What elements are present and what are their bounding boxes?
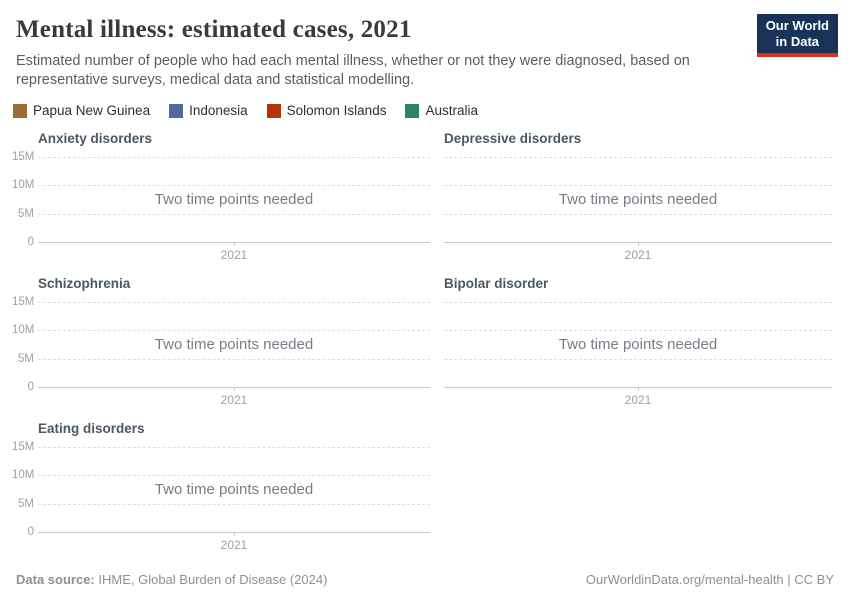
y-tick-label: 0 <box>27 381 34 393</box>
y-tick-label: 10M <box>12 324 35 336</box>
plot-area: Two time points needed <box>38 447 430 533</box>
chart-footer: Data source: IHME, Global Burden of Dise… <box>16 572 834 587</box>
facet-row-2: Schizophrenia 15M 10M 5M 0 Two time poin… <box>12 273 832 418</box>
y-tick-label: 5M <box>18 353 34 365</box>
gridline <box>38 504 430 505</box>
x-tick-mark <box>638 387 639 391</box>
gridline <box>444 157 832 158</box>
chart-header: Mental illness: estimated cases, 2021 Es… <box>0 0 850 90</box>
no-data-message: Two time points needed <box>558 191 718 208</box>
gridline <box>38 447 430 448</box>
y-tick-label: 15M <box>12 441 35 453</box>
legend-swatch <box>405 103 420 118</box>
data-source: Data source: IHME, Global Burden of Dise… <box>16 572 327 587</box>
gridline <box>444 330 832 331</box>
data-source-text: IHME, Global Burden of Disease (2024) <box>94 572 328 587</box>
facet-panel-anxiety-disorders: Anxiety disorders 15M 10M 5M 0 Two time … <box>12 128 430 273</box>
plot-area: Two time points needed <box>38 157 430 243</box>
legend-item-solomon-islands[interactable]: Solomon Islands <box>266 103 387 118</box>
y-tick-label: 0 <box>27 526 34 538</box>
legend: Papua New Guinea Indonesia Solomon Islan… <box>13 103 834 118</box>
legend-item-indonesia[interactable]: Indonesia <box>169 103 248 118</box>
x-tick-mark <box>638 242 639 246</box>
chart-subtitle: Estimated number of people who had each … <box>16 53 690 88</box>
y-tick-label: 10M <box>12 469 35 481</box>
gridline <box>38 359 430 360</box>
facet-panel-eating-disorders: Eating disorders 15M 10M 5M 0 Two time p… <box>12 418 430 563</box>
legend-swatch <box>266 103 281 118</box>
x-tick-label: 2021 <box>220 538 248 552</box>
facet-title: Eating disorders <box>38 421 145 436</box>
x-tick-label: 2021 <box>624 248 652 262</box>
gridline <box>444 359 832 360</box>
x-tick-mark <box>234 532 235 536</box>
y-tick-label: 5M <box>18 208 34 220</box>
no-data-message: Two time points needed <box>154 481 314 498</box>
no-data-message: Two time points needed <box>154 336 314 353</box>
legend-swatch <box>169 103 184 118</box>
gridline <box>444 214 832 215</box>
no-data-message: Two time points needed <box>154 191 314 208</box>
facet-title: Anxiety disorders <box>38 131 153 146</box>
gridline <box>38 214 430 215</box>
facet-panel-depressive-disorders: Depressive disorders Two time points nee… <box>444 128 832 273</box>
legend-label: Papua New Guinea <box>33 103 151 118</box>
gridline <box>444 302 832 303</box>
owid-logo-line1: Our World <box>765 18 829 33</box>
chart-title: Mental illness: estimated cases, 2021 <box>16 16 412 43</box>
x-tick-label: 2021 <box>220 248 248 262</box>
facet-title: Depressive disorders <box>444 131 582 146</box>
legend-item-papua-new-guinea[interactable]: Papua New Guinea <box>13 103 150 118</box>
facet-title: Schizophrenia <box>38 276 131 291</box>
facet-row-1: Anxiety disorders 15M 10M 5M 0 Two time … <box>12 128 832 273</box>
x-tick-mark <box>234 242 235 246</box>
plot-area: Two time points needed <box>444 157 832 243</box>
y-tick-label: 5M <box>18 498 34 510</box>
gridline <box>444 185 832 186</box>
facet-title: Bipolar disorder <box>444 276 549 291</box>
x-tick-label: 2021 <box>624 393 652 407</box>
legend-label: Solomon Islands <box>286 103 387 118</box>
y-tick-label: 15M <box>12 296 35 308</box>
legend-item-australia[interactable]: Australia <box>405 103 478 118</box>
credit-link[interactable]: OurWorldinData.org/mental-health | CC BY <box>585 572 834 587</box>
legend-swatch <box>13 103 27 118</box>
y-tick-label: 0 <box>27 236 34 248</box>
legend-label: Australia <box>425 103 478 118</box>
y-tick-label: 10M <box>12 179 35 191</box>
facet-panel-bipolar-disorder: Bipolar disorder Two time points needed … <box>444 273 832 418</box>
gridline <box>38 157 430 158</box>
data-source-label: Data source: <box>16 572 95 587</box>
owid-logo[interactable]: Our World in Data <box>756 14 838 57</box>
no-data-message: Two time points needed <box>558 336 718 353</box>
owid-logo-line2: in Data <box>775 34 820 49</box>
gridline <box>38 330 430 331</box>
y-tick-label: 15M <box>12 151 35 163</box>
facet-grid: Anxiety disorders 15M 10M 5M 0 Two time … <box>12 128 832 563</box>
plot-area: Two time points needed <box>444 302 832 388</box>
facet-panel-schizophrenia: Schizophrenia 15M 10M 5M 0 Two time poin… <box>12 273 430 418</box>
legend-label: Indonesia <box>189 103 248 118</box>
gridline <box>38 302 430 303</box>
gridline <box>38 185 430 186</box>
x-tick-label: 2021 <box>220 393 248 407</box>
x-tick-mark <box>234 387 235 391</box>
plot-area: Two time points needed <box>38 302 430 388</box>
facet-row-3: Eating disorders 15M 10M 5M 0 Two time p… <box>12 418 832 563</box>
gridline <box>38 475 430 476</box>
